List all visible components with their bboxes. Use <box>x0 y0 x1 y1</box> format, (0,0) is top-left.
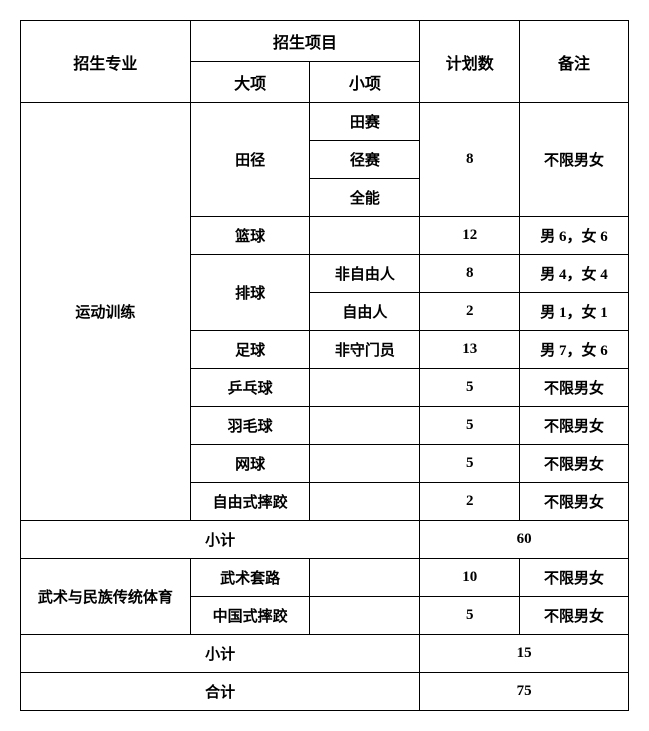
minor-item-chinese-wrestling <box>310 597 420 635</box>
minor-item-non-libero: 非自由人 <box>310 255 420 293</box>
major-item-chinese-wrestling: 中国式摔跤 <box>190 597 310 635</box>
total-label: 合计 <box>21 673 420 711</box>
minor-item-tennis <box>310 445 420 483</box>
total-value: 75 <box>420 673 629 711</box>
minor-item-freestyle-wrestling <box>310 483 420 521</box>
major-item-badminton: 羽毛球 <box>190 407 310 445</box>
header-project: 招生项目 <box>190 21 420 62</box>
subtotal-row-1: 小计 60 <box>21 521 629 559</box>
major-martial-arts: 武术与民族传统体育 <box>21 559 191 635</box>
minor-item-football: 非守门员 <box>310 331 420 369</box>
major-sports-training: 运动训练 <box>21 103 191 521</box>
subtotal-row-2: 小计 15 <box>21 635 629 673</box>
plan-wushu-routine: 10 <box>420 559 520 597</box>
remark-tennis: 不限男女 <box>520 445 629 483</box>
plan-badminton: 5 <box>420 407 520 445</box>
subtotal-label-1: 小计 <box>21 521 420 559</box>
enrollment-table: 招生专业 招生项目 计划数 备注 大项 小项 运动训练 田径 田赛 8 不限男女… <box>20 20 629 711</box>
header-plan: 计划数 <box>420 21 520 103</box>
major-item-freestyle-wrestling: 自由式摔跤 <box>190 483 310 521</box>
table-row: 武术与民族传统体育 武术套路 10 不限男女 <box>21 559 629 597</box>
major-item-tennis: 网球 <box>190 445 310 483</box>
plan-table-tennis: 5 <box>420 369 520 407</box>
minor-item-libero: 自由人 <box>310 293 420 331</box>
plan-basketball: 12 <box>420 217 520 255</box>
remark-table-tennis: 不限男女 <box>520 369 629 407</box>
header-minor-item: 小项 <box>310 62 420 103</box>
remark-wushu-routine: 不限男女 <box>520 559 629 597</box>
minor-item-allround: 全能 <box>310 179 420 217</box>
minor-item-wushu-routine <box>310 559 420 597</box>
remark-track-field: 不限男女 <box>520 103 629 217</box>
major-item-table-tennis: 乒乓球 <box>190 369 310 407</box>
subtotal-label-2: 小计 <box>21 635 420 673</box>
total-row: 合计 75 <box>21 673 629 711</box>
remark-libero: 男 1，女 1 <box>520 293 629 331</box>
plan-non-libero: 8 <box>420 255 520 293</box>
plan-football: 13 <box>420 331 520 369</box>
header-remarks: 备注 <box>520 21 629 103</box>
major-item-football: 足球 <box>190 331 310 369</box>
plan-chinese-wrestling: 5 <box>420 597 520 635</box>
minor-item-table-tennis <box>310 369 420 407</box>
remark-badminton: 不限男女 <box>520 407 629 445</box>
header-major: 招生专业 <box>21 21 191 103</box>
major-item-basketball: 篮球 <box>190 217 310 255</box>
minor-item-field: 田赛 <box>310 103 420 141</box>
subtotal-value-1: 60 <box>420 521 629 559</box>
header-major-item: 大项 <box>190 62 310 103</box>
header-row-1: 招生专业 招生项目 计划数 备注 <box>21 21 629 62</box>
plan-freestyle-wrestling: 2 <box>420 483 520 521</box>
remark-non-libero: 男 4，女 4 <box>520 255 629 293</box>
remark-football: 男 7，女 6 <box>520 331 629 369</box>
minor-item-basketball <box>310 217 420 255</box>
plan-libero: 2 <box>420 293 520 331</box>
major-item-wushu-routine: 武术套路 <box>190 559 310 597</box>
minor-item-badminton <box>310 407 420 445</box>
major-item-volleyball: 排球 <box>190 255 310 331</box>
minor-item-track: 径赛 <box>310 141 420 179</box>
subtotal-value-2: 15 <box>420 635 629 673</box>
remark-chinese-wrestling: 不限男女 <box>520 597 629 635</box>
plan-tennis: 5 <box>420 445 520 483</box>
plan-track-field: 8 <box>420 103 520 217</box>
remark-basketball: 男 6，女 6 <box>520 217 629 255</box>
table-row: 运动训练 田径 田赛 8 不限男女 <box>21 103 629 141</box>
remark-freestyle-wrestling: 不限男女 <box>520 483 629 521</box>
major-item-track-field: 田径 <box>190 103 310 217</box>
